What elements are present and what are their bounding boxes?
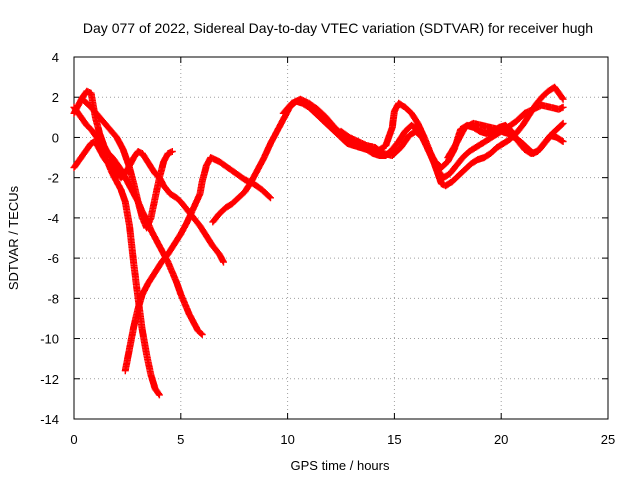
data-series-2 xyxy=(70,138,163,399)
y-tick-label: -2 xyxy=(47,171,59,186)
y-tick-label: 0 xyxy=(52,130,59,145)
plot-frame xyxy=(73,56,609,420)
y-tick-label: -8 xyxy=(47,291,59,306)
data-series-9 xyxy=(444,101,567,162)
y-tick-label: -6 xyxy=(47,251,59,266)
x-tick-label: 0 xyxy=(70,432,77,447)
y-tick-label: -4 xyxy=(47,211,59,226)
axis-ticks: 0 5 10 15 20 25 -14 -12 -10 -8 -6 -4 -2 0 2 4 xyxy=(40,50,615,447)
x-tick-label: 20 xyxy=(494,432,508,447)
y-tick-label: 2 xyxy=(52,90,59,105)
x-tick-label: 15 xyxy=(387,432,401,447)
grid xyxy=(74,57,608,419)
data-series-4 xyxy=(79,95,176,232)
x-tick-label: 10 xyxy=(280,432,294,447)
y-tick-label: -10 xyxy=(40,332,59,347)
data-series-5 xyxy=(121,154,274,375)
y-tick-label: -12 xyxy=(40,372,59,387)
y-tick-label: 4 xyxy=(52,50,59,65)
x-tick-label: 25 xyxy=(601,432,615,447)
x-tick-label: 5 xyxy=(177,432,184,447)
y-axis-label: SDTVAR / TECUs xyxy=(6,185,21,290)
data-marks xyxy=(70,83,567,399)
y-tick-label: -14 xyxy=(40,412,59,427)
data-series-6 xyxy=(209,97,567,226)
chart-title: Day 077 of 2022, Sidereal Day-to-day VTE… xyxy=(83,20,593,36)
x-axis-label: GPS time / hours xyxy=(291,458,390,473)
